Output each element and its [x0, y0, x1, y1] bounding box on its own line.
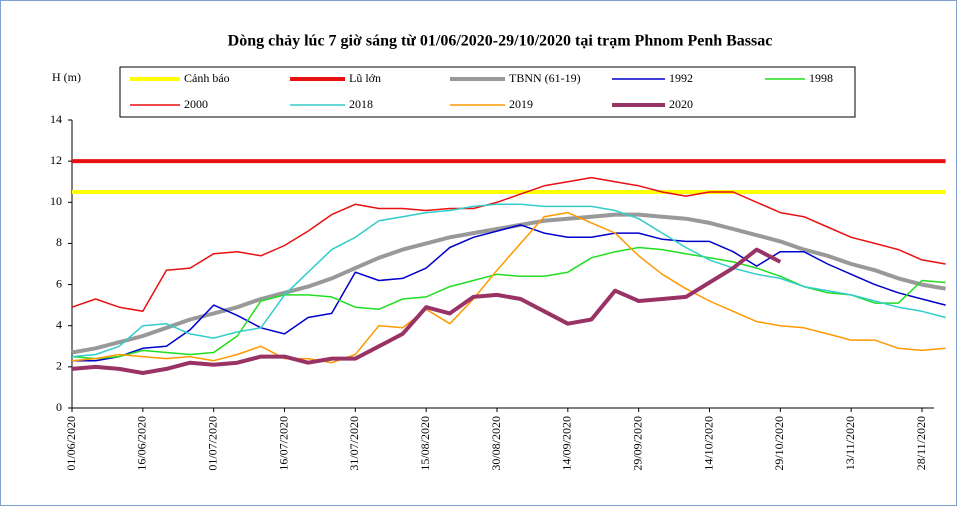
x-tick-label: 29/09/2020	[630, 416, 644, 471]
y-axis-label: H (m)	[52, 70, 81, 84]
legend-label: 2000	[184, 97, 208, 111]
series-line	[71, 211, 946, 364]
x-tick-label: 14/09/2020	[560, 416, 574, 471]
x-tick-label: 30/08/2020	[489, 416, 503, 471]
x-tick-label: 31/07/2020	[347, 416, 361, 471]
series-line	[72, 224, 946, 362]
y-tick-label: 0	[56, 400, 62, 414]
series-line	[71, 176, 946, 313]
legend-label: Cảnh báo	[184, 71, 230, 85]
x-tick-label: 16/07/2020	[276, 416, 290, 471]
y-tick-label: 12	[50, 153, 62, 167]
legend-label: Lũ lớn	[349, 71, 381, 85]
legend-label: 2018	[349, 97, 373, 111]
series-line	[71, 203, 946, 358]
x-tick-label: 14/10/2020	[701, 416, 715, 471]
y-tick-label: 2	[56, 359, 62, 373]
y-tick-label: 14	[50, 112, 62, 126]
x-tick-label: 16/06/2020	[135, 416, 149, 471]
y-tick-label: 10	[50, 194, 62, 208]
y-tick-label: 4	[56, 317, 62, 331]
y-tick-label: 6	[56, 276, 62, 290]
legend-label: 1998	[809, 71, 833, 85]
x-tick-label: 01/06/2020	[64, 416, 78, 471]
legend-label: 1992	[669, 71, 693, 85]
x-tick-label: 28/11/2020	[914, 416, 928, 470]
series-line	[71, 247, 782, 375]
series-line	[71, 212, 946, 355]
legend-box	[119, 66, 856, 118]
y-tick-label: 8	[56, 235, 62, 249]
chart-title: Dòng chảy lúc 7 giờ sáng từ 01/06/2020-2…	[228, 33, 773, 50]
x-tick-label: 29/10/2020	[772, 416, 786, 471]
x-tick-label: 15/08/2020	[418, 416, 432, 471]
x-tick-label: 13/11/2020	[843, 416, 857, 470]
legend-label: 2019	[509, 97, 533, 111]
legend-label: TBNN (61-19)	[509, 71, 581, 85]
legend-label: 2020	[669, 97, 693, 111]
x-tick-label: 01/07/2020	[205, 416, 219, 471]
